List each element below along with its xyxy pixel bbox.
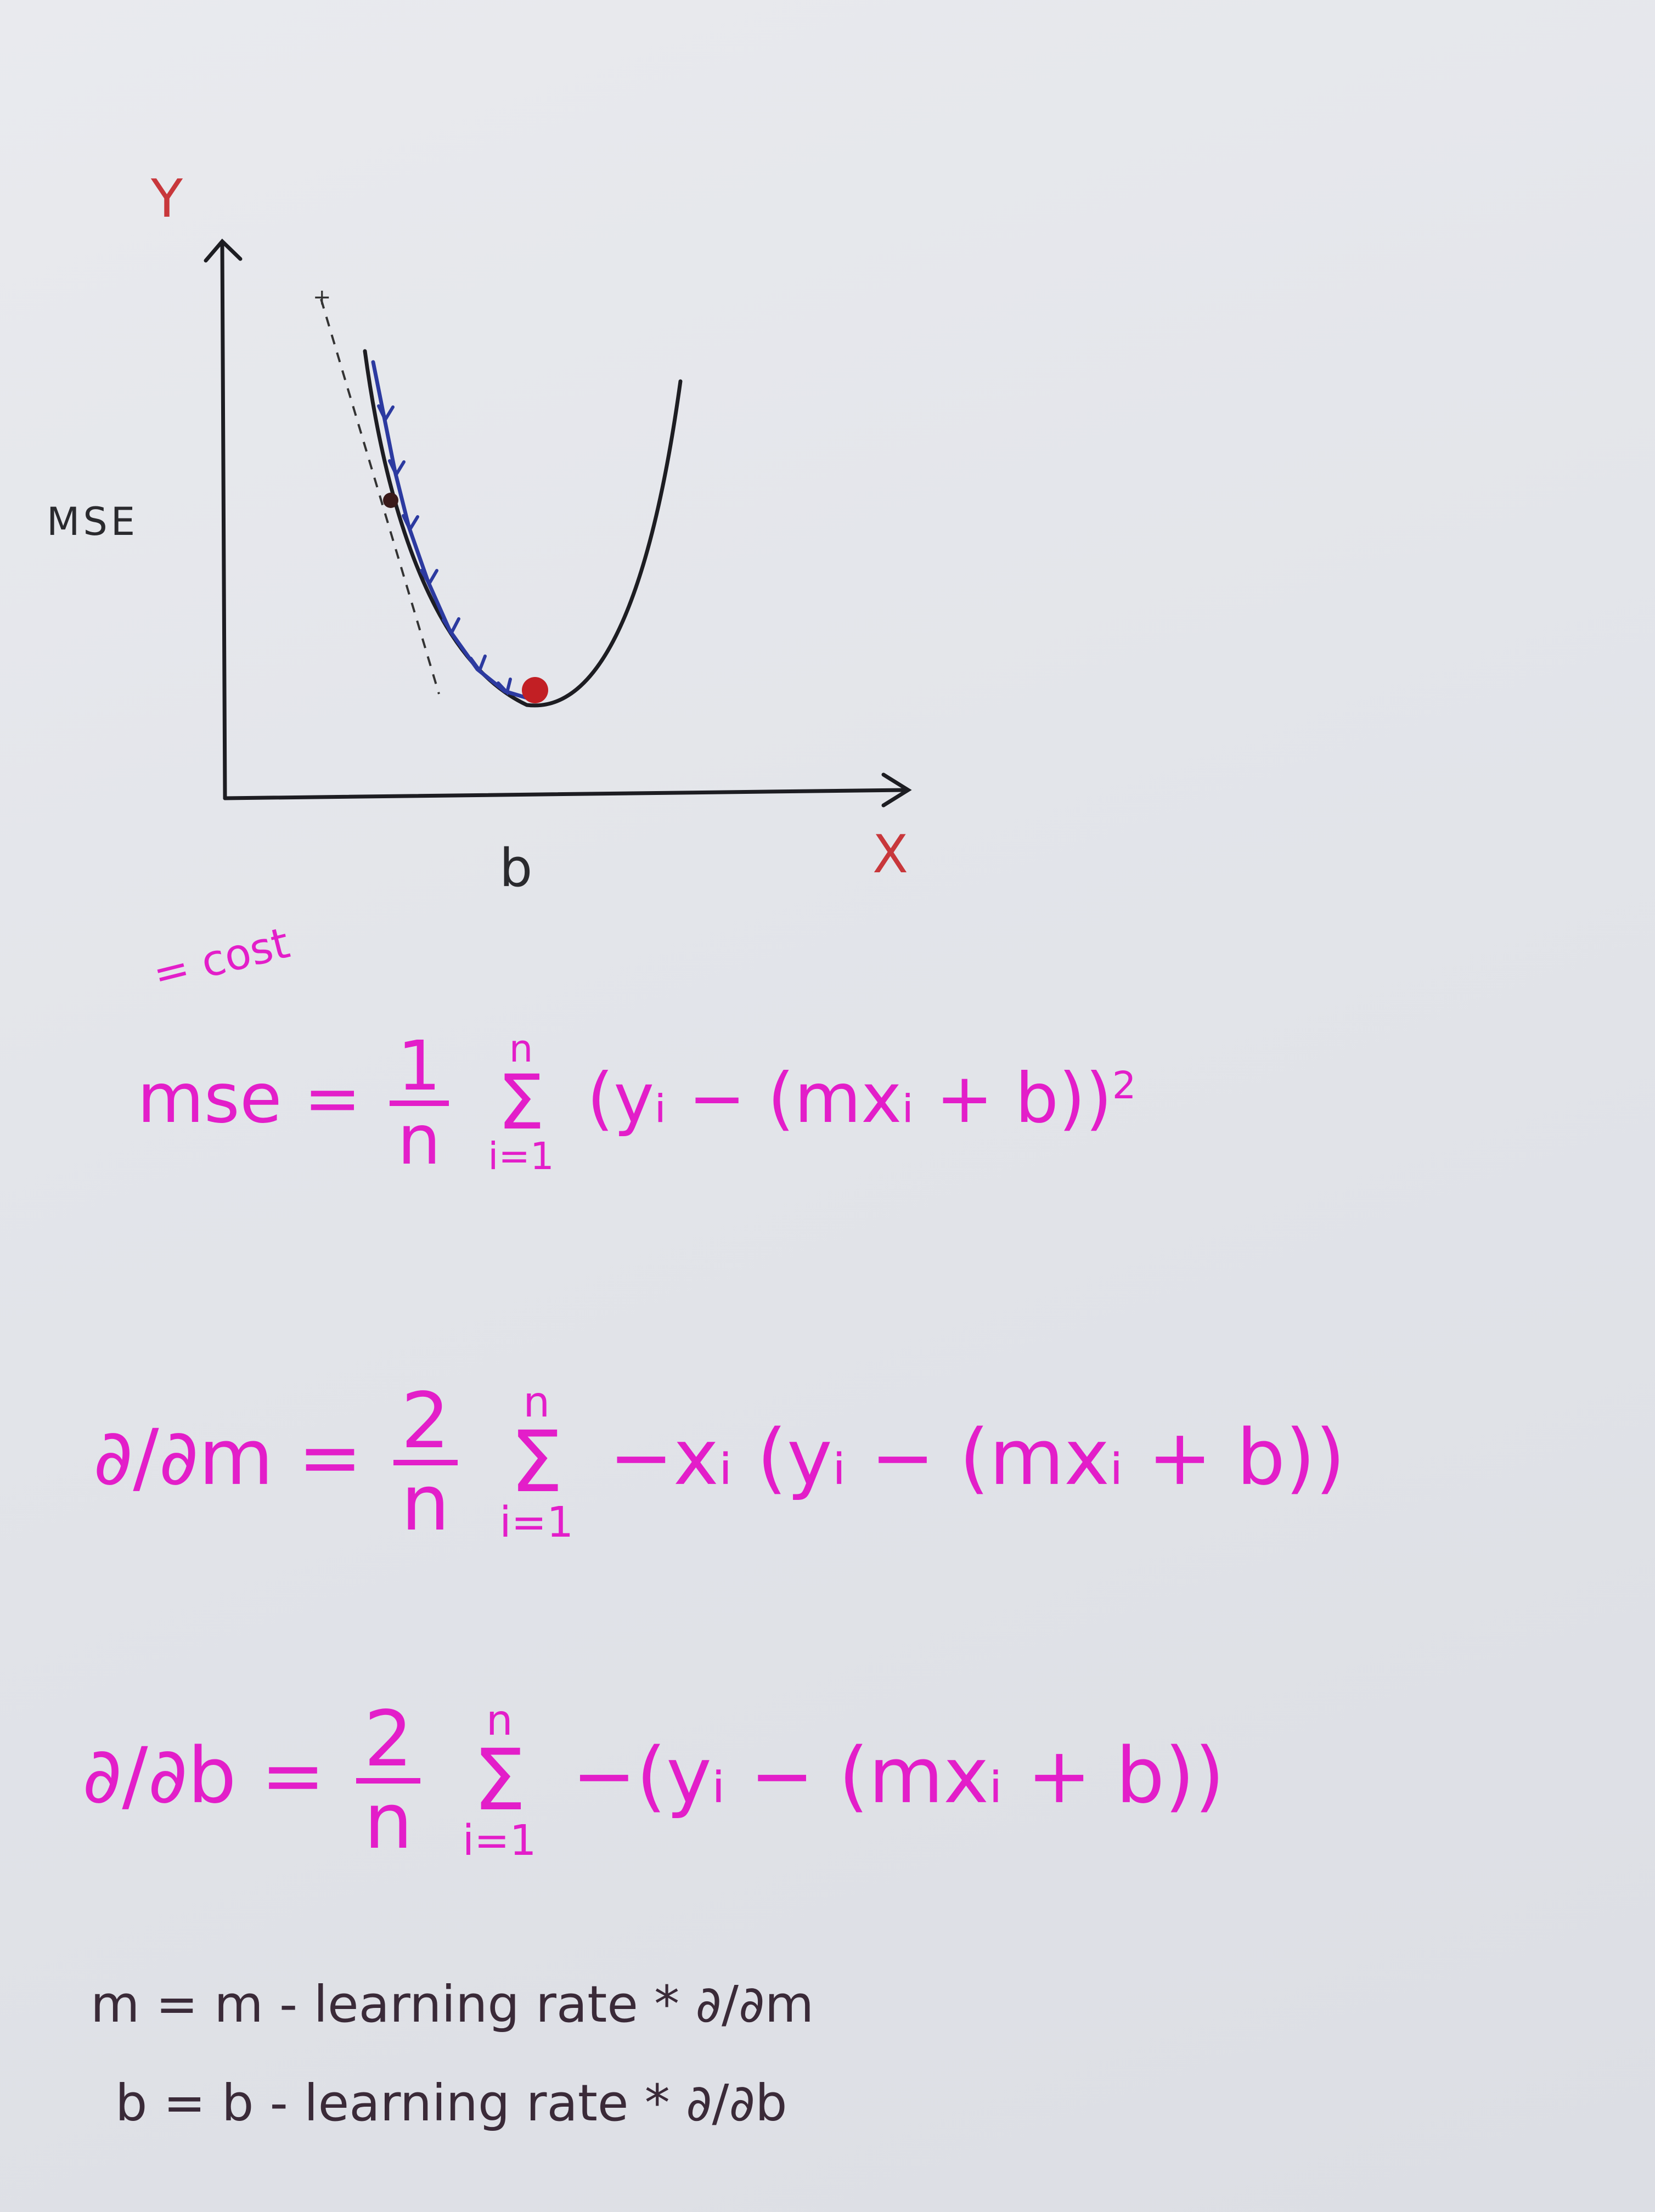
x-axis — [223, 788, 908, 800]
mse-frac-den: n — [397, 1100, 441, 1180]
db-frac-den: n — [364, 1777, 413, 1867]
mse-equals: = — [303, 1058, 362, 1138]
partial-b-equation: ∂/∂b = 2 n n Σ i=1 −(yᵢ − (mxᵢ + b)) — [82, 1696, 1655, 1867]
tangent-tick-icon: + — [313, 285, 331, 310]
mse-sum-bottom: i=1 — [488, 1134, 554, 1178]
partial-m-equation: ∂/∂m = 2 n n Σ i=1 −xᵢ (yᵢ − (mxᵢ + b)) — [93, 1378, 1655, 1548]
descent-steps — [371, 360, 534, 702]
dm-lhs: ∂/∂m — [93, 1413, 274, 1503]
db-frac-num: 2 — [356, 1701, 421, 1784]
sigma-icon: Σ — [497, 1059, 545, 1147]
y-axis — [220, 242, 227, 800]
dm-frac-den: n — [401, 1459, 450, 1549]
b-axis-label: b — [499, 838, 532, 899]
mse-equation: mse = 1 n n Σ i=1 (yᵢ − (mxᵢ + b))2 — [137, 1027, 1655, 1178]
mse-sum-top: n — [509, 1027, 533, 1071]
dm-body: −xᵢ (yᵢ − (mxᵢ + b)) — [609, 1413, 1346, 1503]
minimum-point — [522, 677, 548, 703]
db-sum-top: n — [486, 1696, 513, 1745]
db-fraction: 2 n — [356, 1701, 421, 1867]
loss-curve — [363, 349, 683, 708]
dm-equals: = — [297, 1413, 363, 1503]
mse-axis-label: MSE — [47, 499, 138, 544]
db-sum-bottom: i=1 — [462, 1816, 537, 1866]
db-lhs: ∂/∂b — [82, 1731, 237, 1821]
y-axis-label: Y — [150, 169, 183, 229]
mse-summation: n Σ i=1 — [488, 1027, 554, 1178]
update-b-rule: b = b - learning rate * ∂/∂b — [115, 2074, 1655, 2132]
update-m-rule: m = m - learning rate * ∂/∂m — [91, 1975, 1655, 2034]
update-b-text: b = b - learning rate * ∂/∂b — [115, 2074, 787, 2132]
y-axis-arrowhead — [204, 238, 243, 263]
db-equals: = — [261, 1731, 325, 1821]
db-body: −(yᵢ − (mxᵢ + b)) — [572, 1731, 1225, 1821]
mse-power: 2 — [1112, 1064, 1136, 1108]
mse-body: (yᵢ − (mxᵢ + b)) — [587, 1058, 1112, 1138]
sigma-icon: Σ — [510, 1413, 564, 1512]
descent-arrowheads — [377, 404, 512, 696]
dm-sum-bottom: i=1 — [499, 1498, 574, 1548]
mse-lhs: mse — [137, 1058, 282, 1138]
dm-sum-top: n — [523, 1378, 550, 1427]
mse-frac-num: 1 — [390, 1032, 449, 1106]
mse-fraction: 1 n — [390, 1032, 449, 1175]
start-point — [383, 493, 398, 508]
x-axis-label: X — [872, 825, 908, 885]
update-m-text: m = m - learning rate * ∂/∂m — [91, 1975, 814, 2034]
dm-fraction: 2 n — [393, 1383, 458, 1542]
dm-frac-num: 2 — [393, 1383, 458, 1466]
gradient-descent-sketch: Y X MSE b + — [47, 169, 912, 899]
x-axis-arrowhead — [881, 772, 912, 808]
dm-summation: n Σ i=1 — [499, 1378, 574, 1548]
db-summation: n Σ i=1 — [462, 1696, 537, 1866]
sigma-icon: Σ — [472, 1731, 526, 1830]
tangent-line — [320, 298, 440, 695]
